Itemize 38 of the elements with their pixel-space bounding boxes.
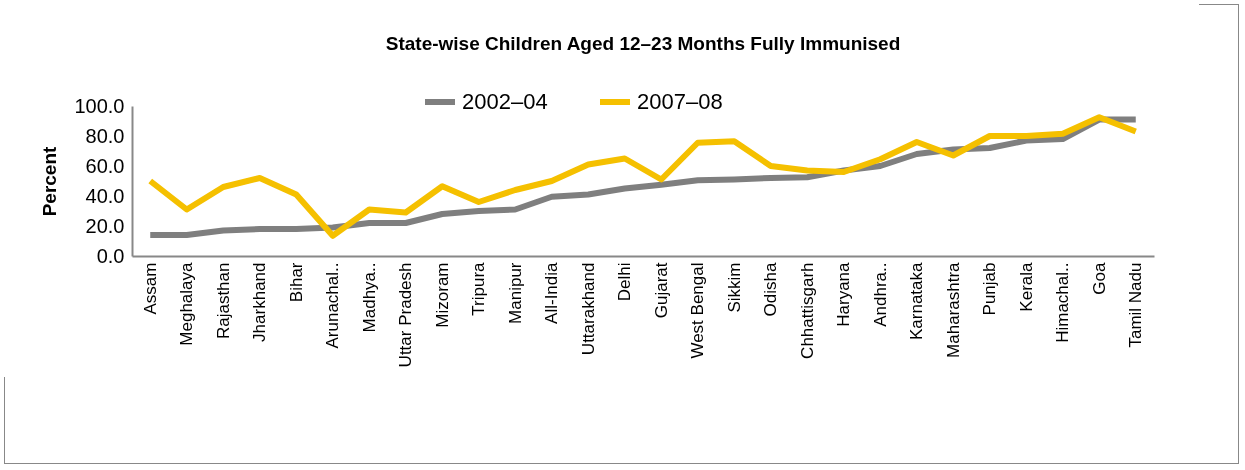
x-tick-label: Uttarakhand [578, 262, 598, 356]
x-tick-label: Assam [140, 262, 160, 315]
x-tick-label: Gujarat [651, 262, 671, 319]
y-tick-label: 100.0 [74, 94, 125, 117]
y-tick-label: 60.0 [85, 154, 125, 177]
y-tick-label: 0.0 [96, 244, 125, 267]
chart-title: State-wise Children Aged 12–23 Months Fully Immunised [385, 33, 901, 54]
x-tick-label: Haryana [834, 261, 854, 327]
y-axis-title: Percent [39, 145, 61, 217]
x-tick-label: Kerala [1016, 261, 1036, 312]
y-tick-label: 20.0 [85, 214, 125, 237]
x-tick-label: Madhya.. [359, 262, 379, 333]
x-tick-label: West Bengal [688, 262, 708, 359]
x-tick-label: Punjab [980, 262, 1000, 316]
x-tick-label: Uttar Pradesh [396, 262, 416, 368]
x-tick-label: Himachal.. [1053, 262, 1073, 343]
legend-label: 2007–08 [637, 89, 723, 114]
x-tick-label: Jharkhand [250, 262, 270, 342]
y-tick-label: 40.0 [85, 184, 125, 207]
x-tick-label: Tamil Nadu [1126, 262, 1146, 348]
x-tick-label: Tripura [469, 261, 489, 316]
x-tick-label: Goa [1089, 261, 1109, 295]
x-tick-label: Delhi [615, 262, 635, 302]
x-tick-label: Bihar [286, 262, 306, 303]
x-tick-label: Arunachal.. [323, 262, 343, 349]
x-tick-label: Rajasthan [213, 262, 233, 340]
x-tick-label: All-India [542, 261, 562, 324]
x-tick-label: Meghalaya [177, 261, 197, 346]
x-tick-label: Sikkim [724, 262, 744, 313]
x-tick-label: Chhattisgarh [797, 262, 817, 359]
x-tick-label: Manipur [505, 262, 525, 324]
legend-label: 2002–04 [462, 89, 548, 114]
y-tick-label: 80.0 [85, 124, 125, 147]
x-tick-label: Karnataka [907, 261, 927, 340]
x-tick-label: Odisha [761, 261, 781, 317]
x-tick-label: Mizoram [432, 262, 452, 328]
x-tick-label: Maharashtra [943, 261, 963, 358]
x-tick-label: Andhra.. [870, 262, 890, 327]
